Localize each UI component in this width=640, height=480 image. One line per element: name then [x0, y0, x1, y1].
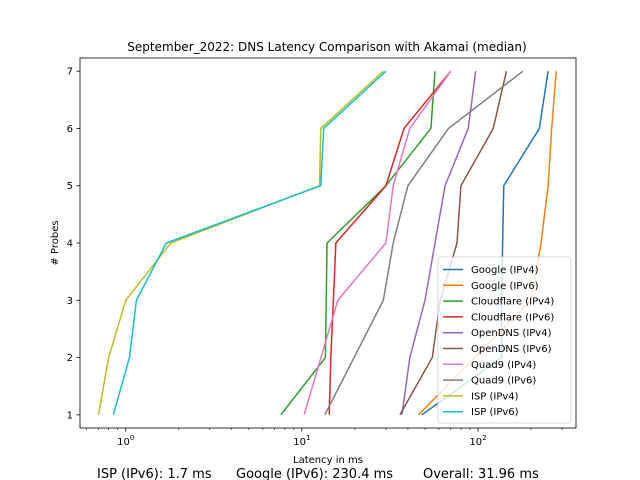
y-tick-label: 6 — [67, 124, 73, 135]
y-tick-label: 1 — [67, 410, 73, 421]
legend-box — [437, 256, 572, 424]
y-tick-label: 7 — [67, 67, 73, 78]
legend-label: OpenDNS (IPv4) — [471, 328, 552, 339]
legend: Google (IPv4) Google (IPv6) Cloudflare (IP… — [437, 256, 572, 424]
footer-isp-stat: ISP (IPv6): 1.7 ms — [97, 467, 212, 480]
series-line — [303, 70, 452, 416]
legend-label: Quad9 (IPv4) — [471, 360, 536, 371]
legend-label: OpenDNS (IPv6) — [471, 344, 552, 355]
x-tick-label: 102 — [469, 434, 486, 448]
legend-label: ISP (IPv4) — [471, 391, 519, 402]
legend-label: Google (IPv4) — [471, 265, 539, 276]
chart-title: September_2022: DNS Latency Comparison w… — [127, 40, 526, 54]
series-line — [328, 70, 452, 415]
legend-label: Cloudflare (IPv4) — [471, 297, 554, 308]
series-line — [112, 70, 387, 416]
series-line — [399, 71, 508, 416]
legend-label: Cloudflare (IPv6) — [471, 312, 554, 323]
x-tick-label: 100 — [117, 434, 134, 448]
legend-label: ISP (IPv6) — [471, 407, 519, 418]
x-axis-label: Latency in ms — [293, 455, 363, 466]
series-line — [401, 71, 477, 415]
footer-google-stat: Google (IPv6): 230.4 ms — [236, 467, 393, 480]
footer-overall-stat: Overall: 31.96 ms — [423, 467, 539, 480]
y-axis: 1 2 3 4 5 6 7 — [67, 67, 80, 421]
plot-frame — [79, 57, 577, 429]
series-lines — [97, 70, 557, 416]
y-tick-label: 3 — [67, 296, 73, 307]
series-line — [324, 70, 524, 416]
y-axis-label: # Probes — [50, 220, 61, 265]
y-tick-label: 5 — [67, 181, 73, 192]
y-tick-label: 4 — [67, 239, 73, 250]
y-tick-label: 2 — [67, 353, 73, 364]
legend-label: Google (IPv6) — [471, 281, 539, 292]
legend-label: Quad9 (IPv6) — [471, 376, 536, 387]
series-line — [97, 70, 384, 415]
x-axis: 100 101 102 — [86, 428, 563, 448]
x-tick-label: 101 — [293, 434, 310, 448]
